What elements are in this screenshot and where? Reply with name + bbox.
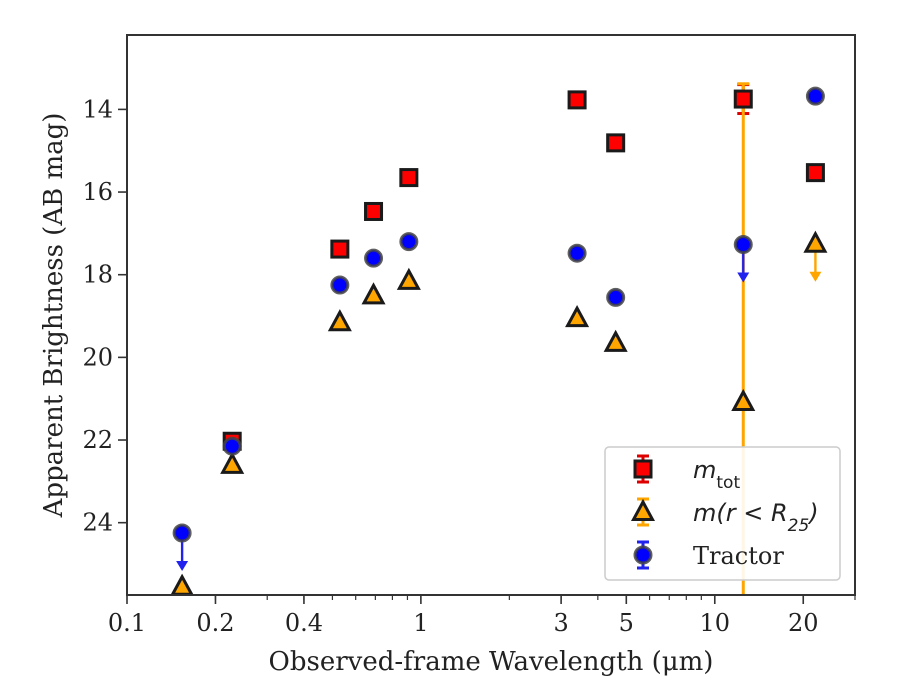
point-triangle: [170, 573, 194, 595]
point-circle: [364, 248, 384, 268]
x-tick-label: 10: [700, 609, 731, 637]
legend-label: mtot: [693, 456, 740, 493]
point-circle: [606, 287, 626, 307]
point-square: [805, 163, 825, 183]
legend-marker-square: [633, 459, 653, 479]
point-square: [606, 133, 626, 153]
point-triangle: [396, 267, 421, 290]
point-circle: [399, 232, 419, 252]
x-axis-label: Observed-frame Wavelength (μm): [269, 647, 714, 677]
legend-label: Tractor: [693, 542, 784, 570]
y-tick-label: 22: [82, 426, 113, 454]
point-triangle: [361, 282, 386, 305]
x-tick-label: 20: [788, 609, 819, 637]
plot-area: [170, 82, 828, 595]
point-circle: [567, 243, 587, 263]
point-circle: [172, 523, 192, 543]
x-tick-label: 0.2: [196, 609, 234, 637]
point-square: [364, 201, 384, 221]
x-tick-label: 1: [413, 609, 428, 637]
point-triangle: [803, 230, 828, 253]
y-axis-label: Apparent Brightness (AB mag): [39, 113, 69, 519]
x-tick-label: 0.1: [108, 609, 146, 637]
y-tick-label: 16: [82, 178, 113, 206]
upper-limit-arrow-head: [737, 272, 750, 283]
point-square: [567, 90, 587, 110]
legend-entry: Tractor: [633, 540, 784, 570]
point-triangle: [603, 329, 628, 352]
point-triangle: [731, 388, 756, 411]
axes: 0.1 0.2 0.4 1 3 5 10 20 14 16 18 20 22 24: [82, 34, 856, 637]
point-square: [330, 239, 350, 259]
y-tick-label: 20: [82, 343, 113, 371]
legend-box: [604, 446, 841, 581]
x-tick-label: 3: [553, 609, 568, 637]
point-triangle: [327, 309, 352, 332]
point-triangle: [220, 451, 245, 474]
legend-marker-circle: [633, 545, 653, 565]
y-tick-label: 24: [82, 509, 113, 537]
point-circle: [733, 235, 753, 255]
data-layer: [170, 82, 828, 595]
axes-frame: [126, 34, 856, 596]
point-circle: [805, 86, 825, 106]
upper-limit-arrow-head: [809, 271, 822, 282]
x-tick-label: 5: [619, 609, 634, 637]
point-circle: [330, 275, 350, 295]
point-triangle: [565, 304, 590, 328]
point-square: [399, 168, 419, 188]
y-tick-label: 18: [82, 261, 113, 289]
legend-label: m(r < R25): [693, 499, 819, 536]
point-circle: [222, 436, 242, 456]
legend-marker-triangle: [630, 498, 656, 521]
legend-entry: m(r < R25): [630, 497, 819, 536]
point-square: [733, 89, 753, 109]
x-tick-label: 0.4: [285, 609, 323, 637]
y-tick-label: 14: [82, 95, 113, 123]
legend: mtot m(r < R25) Tractor: [604, 446, 841, 581]
legend-entry: mtot: [633, 454, 740, 493]
upper-limit-arrow-head: [176, 561, 189, 572]
